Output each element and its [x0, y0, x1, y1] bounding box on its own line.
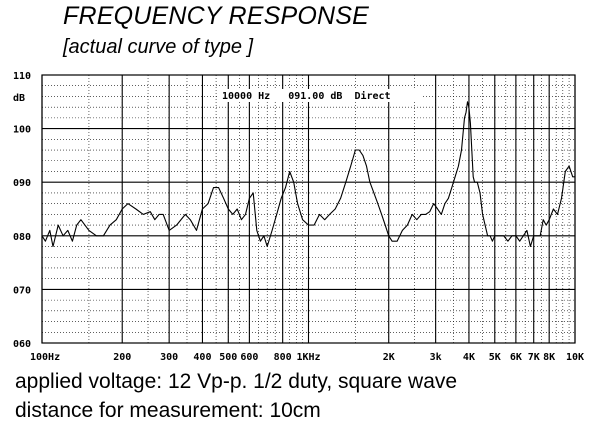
y-tick-label: 060: [13, 339, 31, 350]
x-tick-label: 100Hz: [30, 352, 60, 363]
x-tick-label: 500: [219, 352, 237, 363]
y-tick-label: 090: [13, 178, 31, 189]
x-tick-label: 6K: [510, 352, 522, 363]
x-tick-label: 10K: [566, 352, 584, 363]
x-tick-label: 800: [274, 352, 292, 363]
y-tick-label: 100: [13, 125, 31, 136]
x-tick-label: 2K: [383, 352, 395, 363]
chart-subtitle: [actual curve of type ]: [63, 36, 254, 58]
x-tick-label: 200: [113, 352, 131, 363]
chart-title: FREQUENCY RESPONSE: [63, 2, 369, 30]
y-tick-label: 080: [13, 232, 31, 243]
y-axis-unit-label: dB: [13, 93, 25, 104]
x-tick-label: 400: [193, 352, 211, 363]
x-tick-label: 3k: [430, 352, 442, 363]
measurement-readout: 10000 Hz 091.00 dB Direct: [222, 90, 391, 102]
readout-background: [218, 89, 423, 102]
measurement-distance-note: distance for measurement: 10cm: [15, 399, 321, 422]
x-tick-label: 1KHz: [296, 352, 320, 363]
response-curve: [41, 101, 575, 248]
x-tick-label: 7K: [528, 352, 540, 363]
y-axis-labels: 110 100 090 080 070 060: [13, 71, 31, 350]
x-tick-label: 4K: [463, 352, 475, 363]
minor-grid: [42, 75, 575, 343]
y-tick-label: 070: [13, 285, 31, 296]
x-axis-labels: 100Hz 200 300 400 500 600 800 1KHz 2K 3k 4K 5K 6K 7K 8…: [30, 352, 584, 363]
y-tick-label: 110: [13, 71, 31, 82]
applied-voltage-note: applied voltage: 12 Vp-p. 1/2 duty, squa…: [15, 370, 458, 393]
x-tick-label: 600: [240, 352, 258, 363]
x-tick-label: 300: [160, 352, 178, 363]
plot-frame: [41, 74, 576, 344]
x-tick-label: 5K: [489, 352, 501, 363]
x-tick-label: 8K: [543, 352, 555, 363]
